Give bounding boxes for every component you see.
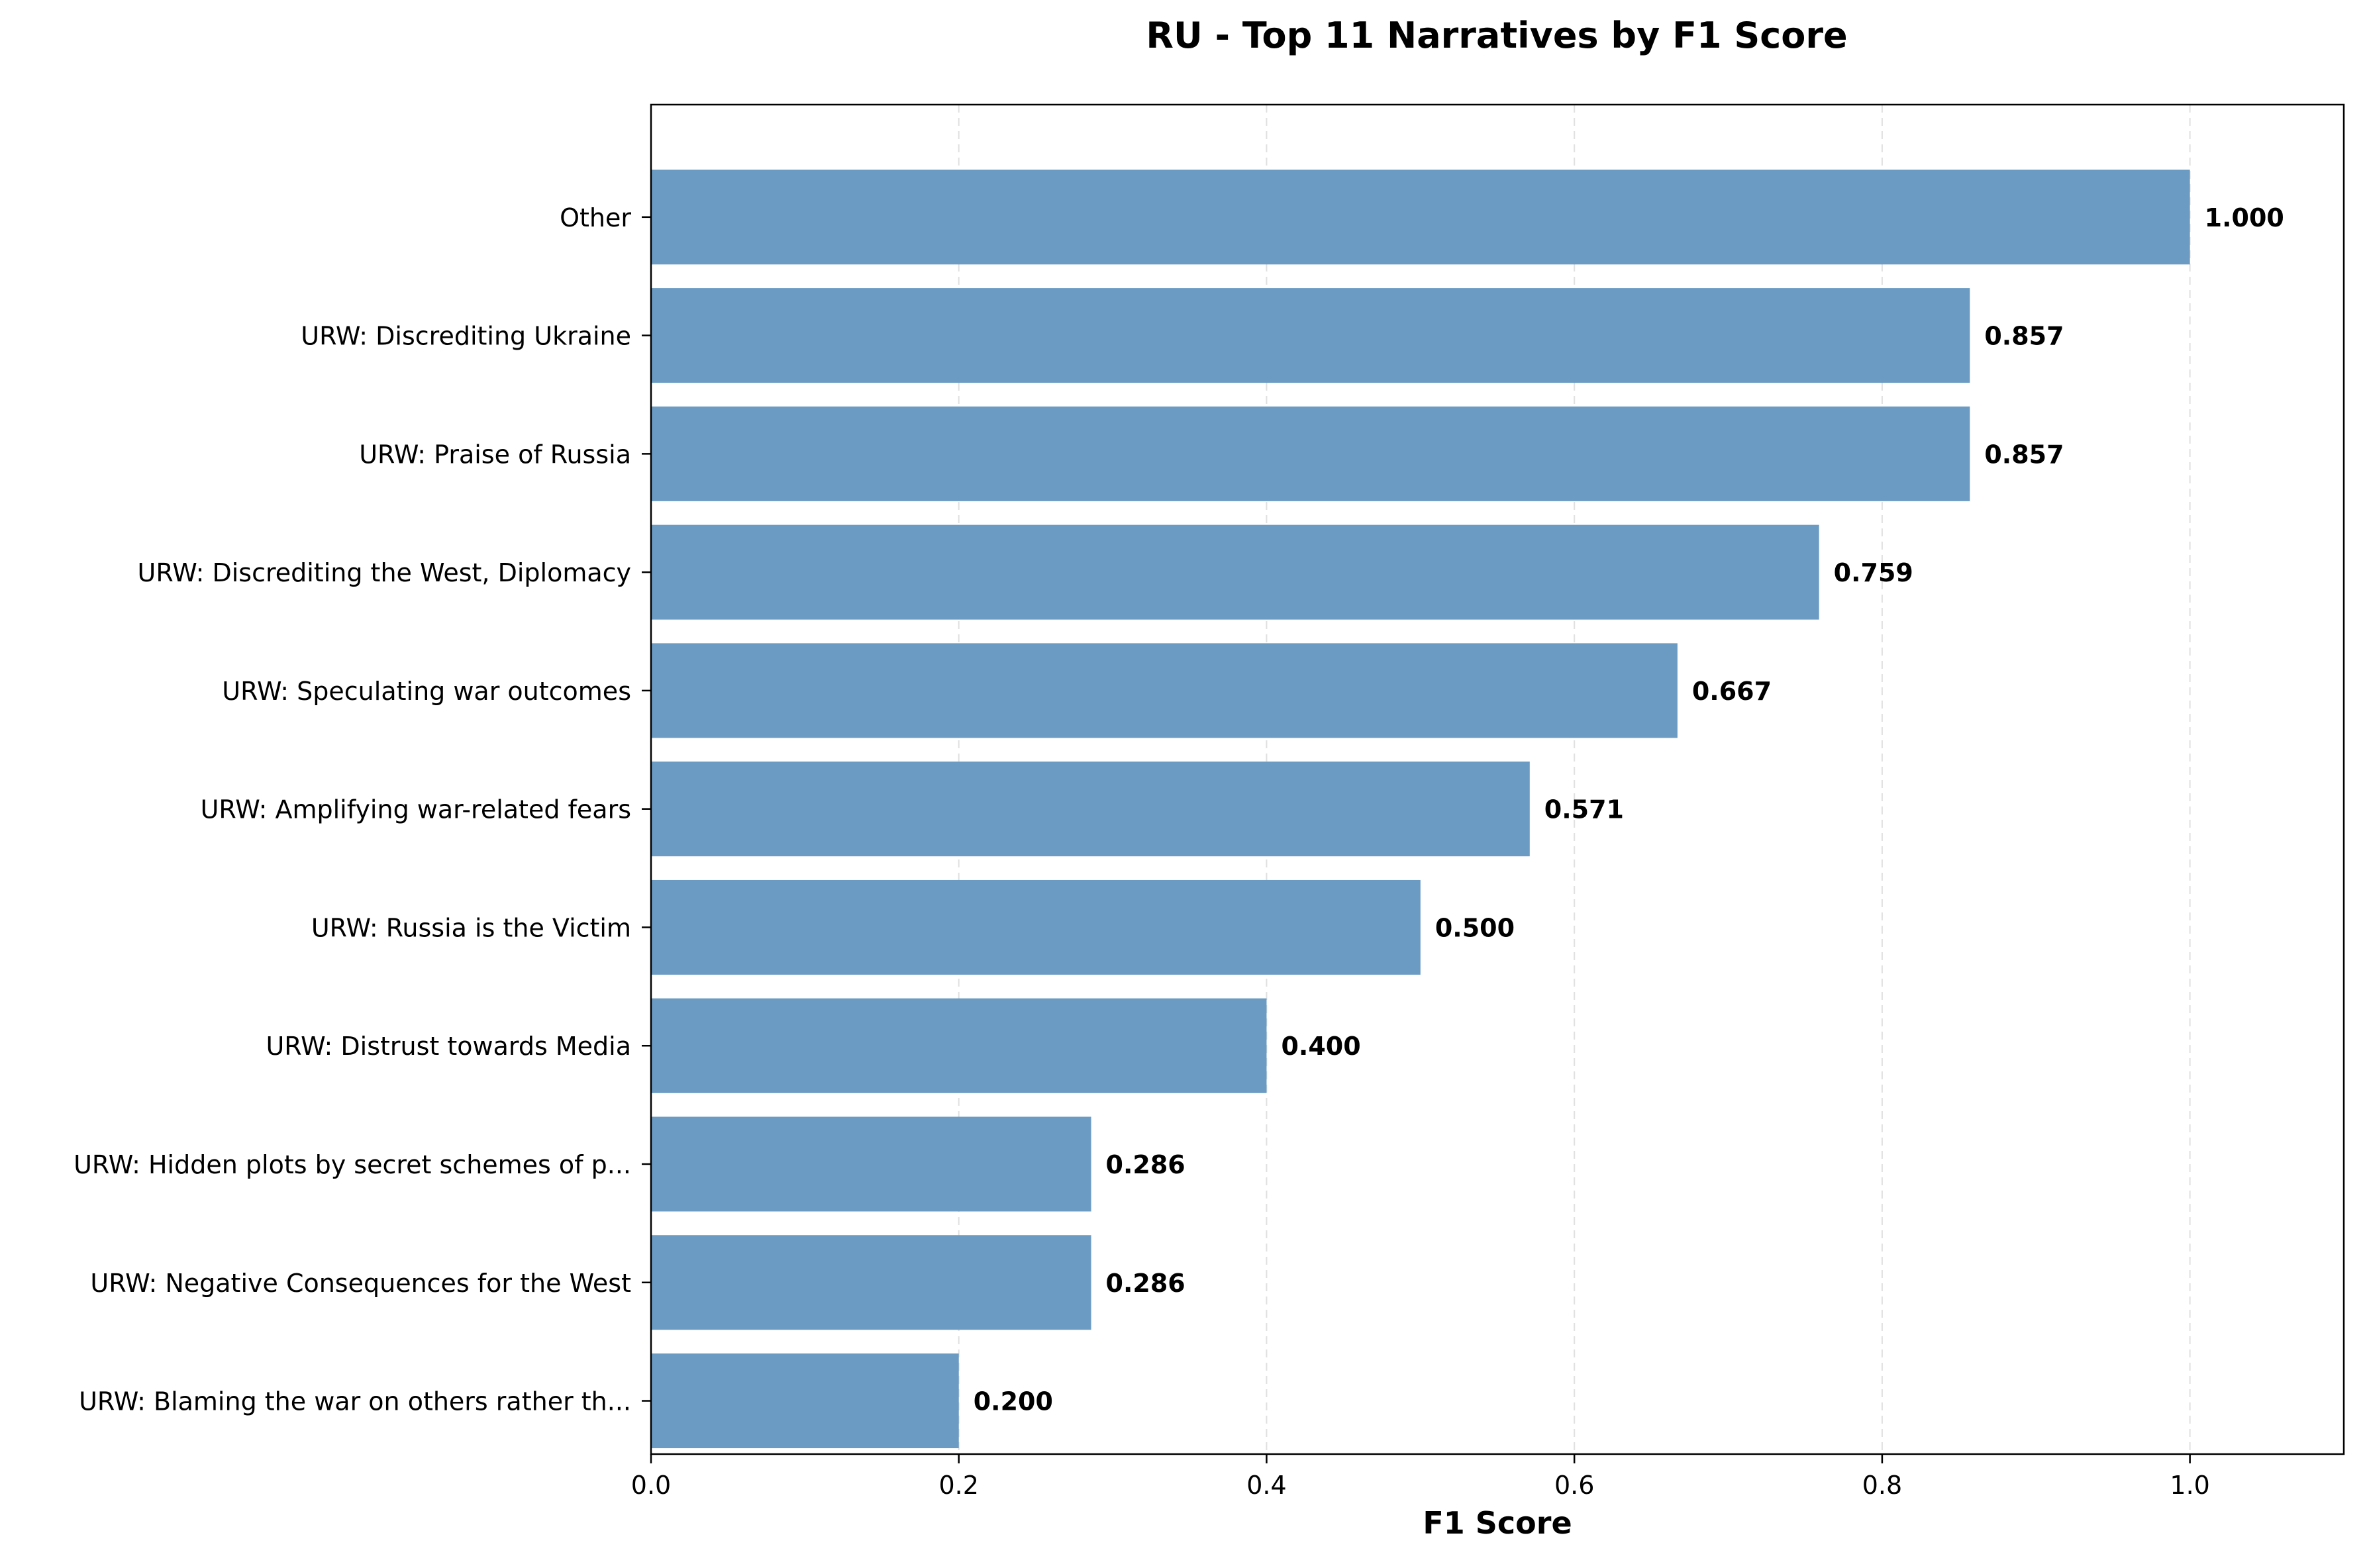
bar	[651, 524, 1819, 620]
x-tick-label: 0.2	[939, 1471, 979, 1500]
x-axis-label: F1 Score	[1423, 1505, 1572, 1541]
chart-title: RU - Top 11 Narratives by F1 Score	[1146, 15, 1847, 56]
category-label: Other	[560, 203, 631, 232]
value-label: 0.759	[1834, 558, 1913, 587]
x-tick-label: 0.0	[631, 1471, 671, 1500]
bar	[651, 288, 1970, 383]
value-label: 0.286	[1106, 1269, 1185, 1298]
category-label: URW: Amplifying war-related fears	[201, 795, 631, 824]
bar	[651, 998, 1267, 1093]
value-label: 0.400	[1281, 1032, 1360, 1061]
bar	[651, 170, 2190, 265]
value-label: 0.857	[1984, 322, 2064, 351]
x-tick-label: 1.0	[2170, 1471, 2209, 1500]
bar	[651, 1235, 1091, 1330]
bar	[651, 643, 1678, 738]
category-label: URW: Speculating war outcomes	[222, 677, 631, 706]
value-labels: 1.000 0.857 0.857 0.759 0.667 0.571 0.500 0.400…	[974, 203, 2284, 1416]
bar	[651, 761, 1530, 857]
plot-frame	[650, 103, 2345, 1455]
x-tick-label: 0.8	[1862, 1471, 1902, 1500]
value-label: 0.286	[1106, 1150, 1185, 1179]
category-label: URW: Discrediting the West, Diplomacy	[138, 558, 631, 587]
value-label: 0.500	[1435, 913, 1515, 942]
category-labels: Other URW: Discrediting Ukraine URW: Prais…	[74, 203, 651, 1416]
category-label: URW: Discrediting Ukraine	[301, 322, 631, 351]
x-tick-label: 0.4	[1246, 1471, 1286, 1500]
bar	[651, 1116, 1091, 1212]
value-label: 1.000	[2205, 203, 2284, 232]
x-ticks: 0.0 0.2 0.4 0.6 0.8 1.0	[631, 1454, 2210, 1500]
bar	[651, 1353, 959, 1449]
bar	[651, 406, 1970, 501]
value-label: 0.571	[1544, 795, 1624, 824]
value-label: 0.667	[1692, 677, 1772, 706]
category-label: URW: Blaming the war on others rather th…	[79, 1387, 631, 1416]
category-label: URW: Hidden plots by secret schemes of p…	[74, 1150, 631, 1179]
x-tick-label: 0.6	[1554, 1471, 1594, 1500]
value-label: 0.857	[1984, 440, 2064, 469]
category-label: URW: Russia is the Victim	[311, 913, 631, 942]
category-label: URW: Negative Consequences for the West	[90, 1269, 631, 1298]
bars	[651, 170, 2190, 1449]
category-label: URW: Praise of Russia	[359, 440, 631, 469]
value-label: 0.200	[974, 1387, 1053, 1416]
category-label: URW: Distrust towards Media	[266, 1032, 631, 1061]
bar	[651, 879, 1421, 975]
